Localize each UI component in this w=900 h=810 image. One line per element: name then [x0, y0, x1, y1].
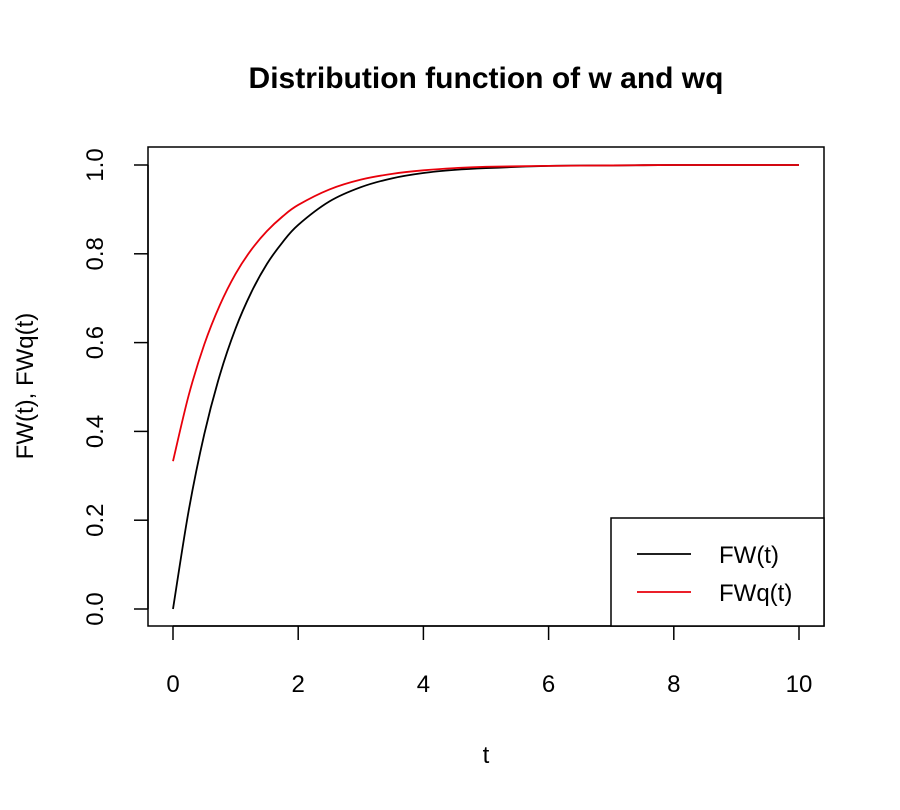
y-tick-label: 1.0 — [82, 148, 109, 181]
y-axis-label: FW(t), FWq(t) — [12, 313, 39, 460]
legend-label: FW(t) — [719, 542, 779, 569]
x-tick-label: 4 — [417, 671, 430, 698]
legend: FW(t) FWq(t) — [610, 517, 825, 627]
y-tick-label: 0.6 — [82, 326, 109, 359]
x-tick-label: 6 — [542, 671, 555, 698]
x-tick-label: 10 — [786, 671, 813, 698]
x-axis-label: t — [483, 742, 490, 769]
x-tick-label: 2 — [292, 671, 305, 698]
y-tick-label: 0.2 — [82, 504, 109, 537]
series-layer — [172, 164, 799, 610]
y-tick-label: 0.4 — [82, 415, 109, 448]
x-tick-label: 8 — [667, 671, 680, 698]
y-axis: 0.0 0.2 0.4 0.6 0.8 1.0 — [82, 148, 149, 626]
legend-label: FWq(t) — [719, 580, 792, 607]
y-tick-label: 0.0 — [82, 592, 109, 625]
x-axis: 0 2 4 6 8 10 — [166, 625, 813, 698]
y-tick-label: 0.8 — [82, 237, 109, 270]
x-tick-label: 0 — [166, 671, 179, 698]
chart-title: Distribution function of w and wq — [249, 62, 724, 95]
series-line-2 — [172, 164, 799, 462]
legend-box — [610, 517, 825, 627]
